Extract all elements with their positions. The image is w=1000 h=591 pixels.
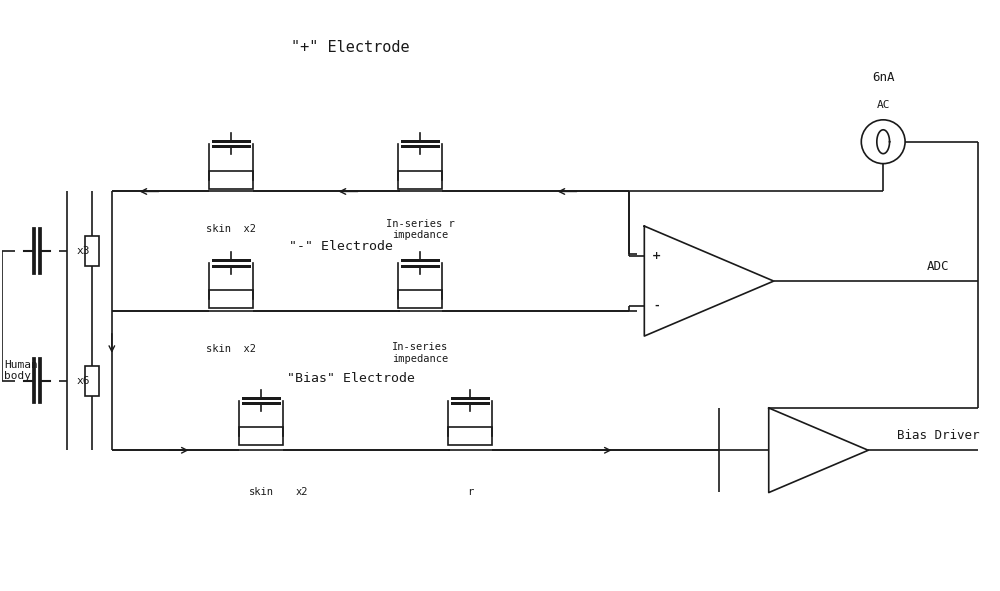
Text: Bias Driver: Bias Driver: [897, 429, 979, 442]
Text: skin  x2: skin x2: [206, 344, 256, 354]
Text: 6nA: 6nA: [872, 70, 894, 83]
Text: r: r: [467, 487, 473, 497]
Text: ADC: ADC: [927, 259, 949, 272]
Text: "+" Electrode: "+" Electrode: [291, 40, 410, 55]
Bar: [448, 427, 492, 445]
Bar: [85, 366, 99, 395]
Text: "Bias" Electrode: "Bias" Electrode: [287, 372, 415, 385]
Text: skin: skin: [249, 487, 274, 497]
Text: In-series r
impedance: In-series r impedance: [386, 219, 455, 240]
Bar: [398, 171, 442, 189]
Bar: [398, 290, 442, 308]
Text: Human
body: Human body: [4, 360, 38, 381]
Text: skin  x2: skin x2: [206, 225, 256, 234]
Text: -: -: [654, 301, 659, 311]
Bar: [209, 171, 253, 189]
Text: +: +: [652, 252, 661, 261]
Text: x2: x2: [296, 487, 308, 497]
Bar: [85, 236, 99, 266]
Text: In-series
impedance: In-series impedance: [392, 342, 449, 363]
Bar: [239, 427, 283, 445]
Bar: [209, 290, 253, 308]
Text: x3: x3: [77, 246, 90, 256]
Text: AC: AC: [876, 100, 890, 110]
Text: "-" Electrode: "-" Electrode: [289, 240, 393, 253]
Text: x6: x6: [77, 376, 90, 385]
